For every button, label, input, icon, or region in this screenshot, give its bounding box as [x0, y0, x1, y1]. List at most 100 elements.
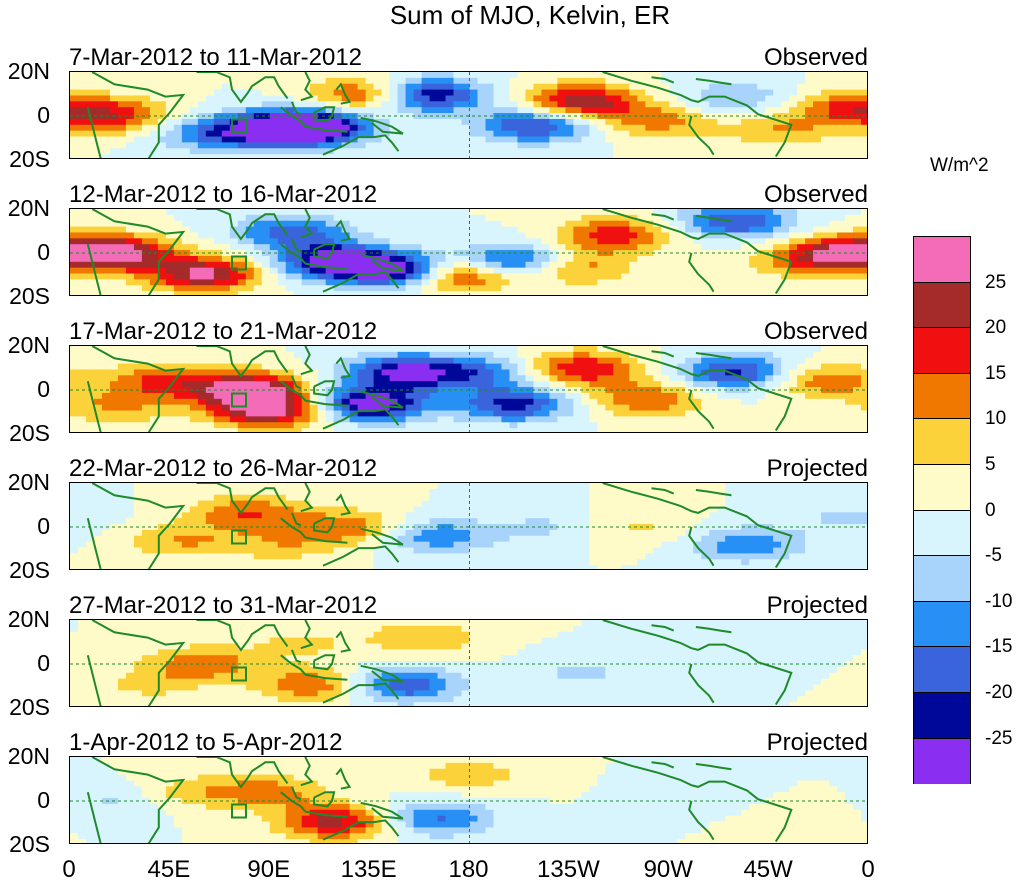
heatmap-cell	[181, 285, 191, 292]
heatmap-cell	[677, 214, 686, 222]
heatmap-cell	[405, 279, 415, 286]
heatmap-cell	[229, 488, 239, 496]
heatmap-cell	[125, 232, 135, 239]
heatmap-cell	[165, 285, 175, 292]
heatmap-cell	[821, 255, 830, 263]
heatmap-cell	[325, 232, 335, 239]
heatmap-cell	[445, 494, 455, 502]
heatmap-cell	[269, 130, 279, 138]
heatmap-cell	[429, 285, 439, 292]
heatmap-cell	[389, 214, 399, 222]
heatmap-cell	[309, 279, 319, 286]
heatmap-cell	[429, 273, 439, 280]
heatmap-cell	[229, 255, 239, 263]
heatmap-cell	[549, 428, 558, 432]
heatmap-cell	[653, 89, 662, 97]
heatmap-cell	[565, 226, 574, 234]
heatmap-cell	[357, 107, 367, 114]
heatmap-cell	[237, 273, 247, 280]
heatmap-cell	[277, 279, 287, 286]
heatmap-cell	[173, 77, 183, 85]
heatmap-cell	[141, 428, 151, 432]
heatmap-cell	[413, 83, 423, 91]
heatmap-cell	[685, 214, 694, 222]
heatmap-cell	[157, 363, 167, 371]
heatmap-cell	[629, 107, 638, 114]
heatmap-cell	[397, 136, 407, 143]
heatmap-cell	[517, 500, 527, 508]
heatmap-cell	[677, 410, 686, 417]
heatmap-cell	[277, 381, 287, 388]
heatmap-cell	[117, 244, 127, 251]
heatmap-cell	[493, 273, 503, 280]
heatmap-cell	[181, 154, 191, 158]
heatmap-cell	[213, 232, 223, 239]
heatmap-cell	[93, 124, 103, 132]
heatmap-cell	[293, 500, 303, 508]
heatmap-cell	[637, 261, 646, 269]
heatmap-cell	[389, 273, 399, 280]
heatmap-cell	[773, 428, 782, 432]
heatmap-cell	[613, 494, 622, 502]
heatmap-cell	[581, 226, 590, 234]
heatmap-cell	[685, 124, 694, 132]
heatmap-cell	[117, 83, 127, 91]
heatmap-cell	[469, 255, 479, 263]
heatmap-cell	[733, 416, 742, 423]
heatmap-cell	[629, 148, 638, 155]
heatmap-cell	[741, 483, 750, 490]
heatmap-cell	[237, 77, 247, 85]
heatmap-cell	[173, 72, 183, 79]
heatmap-cell	[821, 410, 830, 417]
heatmap-cell	[205, 375, 215, 382]
heatmap-cell	[725, 255, 734, 263]
heatmap-cell	[581, 107, 590, 114]
heatmap-cell	[397, 291, 407, 295]
heatmap-cell	[421, 130, 431, 138]
heatmap-cell	[413, 77, 423, 85]
heatmap-cell	[253, 357, 263, 365]
heatmap-cell	[357, 136, 367, 143]
heatmap-cell	[229, 351, 239, 359]
heatmap-cell	[173, 124, 183, 132]
heatmap-cell	[341, 214, 351, 222]
heatmap-cell	[133, 107, 143, 114]
heatmap-cell	[701, 148, 710, 155]
heatmap-cell	[789, 113, 798, 120]
heatmap-cell	[677, 209, 686, 216]
heatmap-cell	[421, 101, 431, 108]
heatmap-cell	[485, 220, 495, 228]
heatmap-cell	[101, 95, 111, 102]
heatmap-cell	[813, 232, 822, 239]
heatmap-cell	[541, 428, 550, 432]
heatmap-cell	[861, 255, 867, 263]
heatmap-cell	[325, 72, 335, 79]
heatmap-cell	[397, 416, 407, 423]
heatmap-cell	[757, 404, 766, 412]
heatmap-cell	[117, 72, 127, 79]
heatmap-cell	[525, 154, 535, 158]
heatmap-cell	[109, 357, 119, 365]
heatmap-cell	[845, 392, 854, 400]
heatmap-cell	[733, 483, 742, 490]
heatmap-cell	[701, 428, 710, 432]
heatmap-cell	[789, 136, 798, 143]
heatmap-cell	[533, 273, 543, 280]
heatmap-cell	[781, 500, 790, 508]
heatmap-cell	[277, 107, 287, 114]
map-panel	[69, 208, 868, 296]
heatmap-cell	[437, 387, 447, 394]
heatmap-cell	[70, 506, 79, 513]
heatmap-cell	[509, 351, 519, 359]
heatmap-cell	[277, 89, 287, 97]
heatmap-cell	[693, 346, 702, 353]
heatmap-cell	[565, 77, 574, 85]
heatmap-cell	[221, 381, 231, 388]
heatmap-cell	[813, 72, 822, 79]
heatmap-cell	[381, 357, 391, 365]
heatmap-cell	[813, 375, 822, 382]
heatmap-cell	[405, 369, 415, 376]
heatmap-cell	[365, 279, 375, 286]
heatmap-cell	[341, 404, 351, 412]
heatmap-cell	[477, 410, 487, 417]
